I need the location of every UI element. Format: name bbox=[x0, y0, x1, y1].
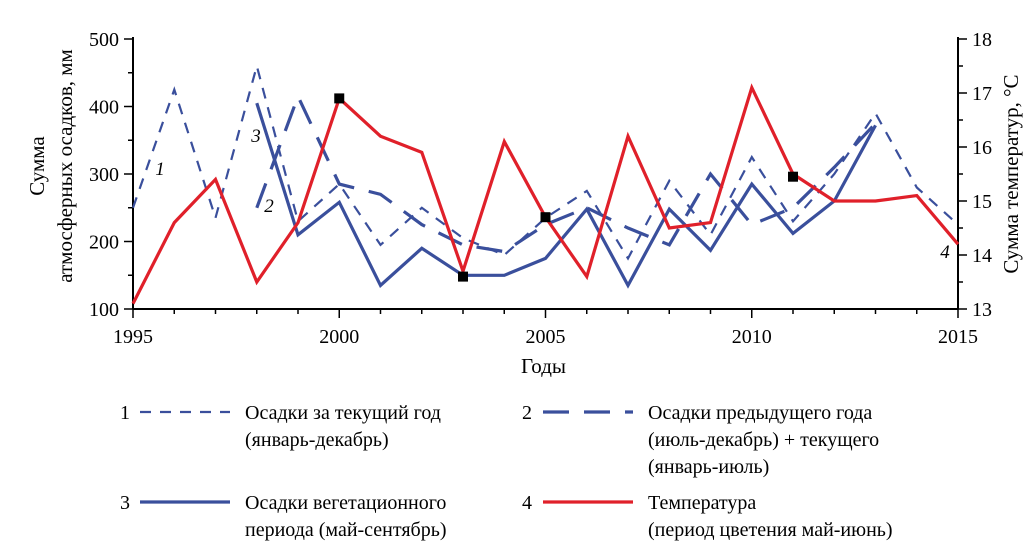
x-tick-label: 2005 bbox=[526, 326, 566, 348]
legend-label: Осадки вегетационного bbox=[245, 492, 446, 514]
series-1-point bbox=[461, 236, 465, 240]
y-left-tick-label: 100 bbox=[89, 299, 119, 321]
series-1-point bbox=[255, 64, 259, 68]
x-tick-label: 2010 bbox=[732, 326, 772, 348]
legend-label: (июль-декабрь) + текущего bbox=[648, 429, 879, 451]
series-2-line bbox=[255, 92, 877, 254]
legend-label: (период цветения май-июнь) bbox=[648, 519, 893, 541]
y-right-tick-label: 14 bbox=[972, 245, 992, 267]
x-tick-label: 2015 bbox=[938, 326, 978, 348]
x-axis-title: Годы bbox=[521, 354, 566, 378]
legend-label: (январь-декабрь) bbox=[245, 429, 389, 451]
legend-number: 1 bbox=[120, 402, 130, 424]
y-left-tick-label: 500 bbox=[89, 29, 119, 51]
series-tag-4: 4 bbox=[940, 242, 950, 263]
series-2-point bbox=[296, 94, 300, 98]
legend-label: Температура bbox=[648, 492, 756, 514]
legend-label: Осадки предыдущего года bbox=[648, 402, 872, 424]
y-right-tick-label: 16 bbox=[972, 137, 992, 159]
series-tag-1: 1 bbox=[155, 159, 165, 180]
y-left-axis-title-line2: атмосферных осадков, мм bbox=[53, 49, 77, 283]
x-tick-label: 1995 bbox=[113, 326, 153, 348]
legend-number: 3 bbox=[120, 492, 130, 514]
series-2-point bbox=[543, 222, 547, 226]
data-marker-square bbox=[334, 93, 345, 104]
series-4-line bbox=[131, 83, 960, 305]
y-left-axis-title-line1: Сумма bbox=[25, 136, 49, 196]
series-tag-2: 2 bbox=[264, 196, 274, 217]
x-tick-label: 2000 bbox=[319, 326, 359, 348]
y-right-tick-label: 17 bbox=[972, 83, 992, 105]
legend-label: (январь-июль) bbox=[648, 456, 769, 478]
series-tag-3: 3 bbox=[250, 126, 261, 147]
y-left-tick-label: 400 bbox=[89, 97, 119, 119]
legend: 1 Осадки за текущий год (январь-декабрь) 2 О… bbox=[120, 402, 893, 541]
data-marker-square bbox=[458, 271, 468, 282]
y-right-axis-title: Сумма температур, °C bbox=[999, 74, 1023, 273]
data-marker-square bbox=[540, 212, 551, 223]
series-1-line bbox=[131, 61, 959, 261]
y-right-tick-label: 15 bbox=[972, 191, 992, 213]
series-2-point bbox=[791, 206, 795, 210]
axes: 1995 2000 2005 2010 201510020030040050013141… bbox=[25, 29, 1023, 378]
series-tag-layer: 1 2 3 4 bbox=[155, 126, 950, 263]
y-left-tick-label: 300 bbox=[89, 164, 119, 186]
legend-number: 4 bbox=[522, 492, 532, 514]
y-left-tick-label: 200 bbox=[89, 232, 119, 254]
data-marker-square bbox=[788, 171, 798, 182]
series-layer bbox=[131, 61, 960, 305]
legend-number: 2 bbox=[522, 402, 532, 424]
y-right-tick-label: 13 bbox=[972, 299, 992, 321]
series-3-line bbox=[255, 102, 877, 289]
legend-label: Осадки за текущий год bbox=[245, 402, 441, 424]
y-right-tick-label: 18 bbox=[972, 29, 992, 51]
series-2-point bbox=[750, 222, 754, 226]
marker-layer bbox=[334, 93, 798, 282]
legend-label: периода (май-сентябрь) bbox=[245, 519, 447, 541]
